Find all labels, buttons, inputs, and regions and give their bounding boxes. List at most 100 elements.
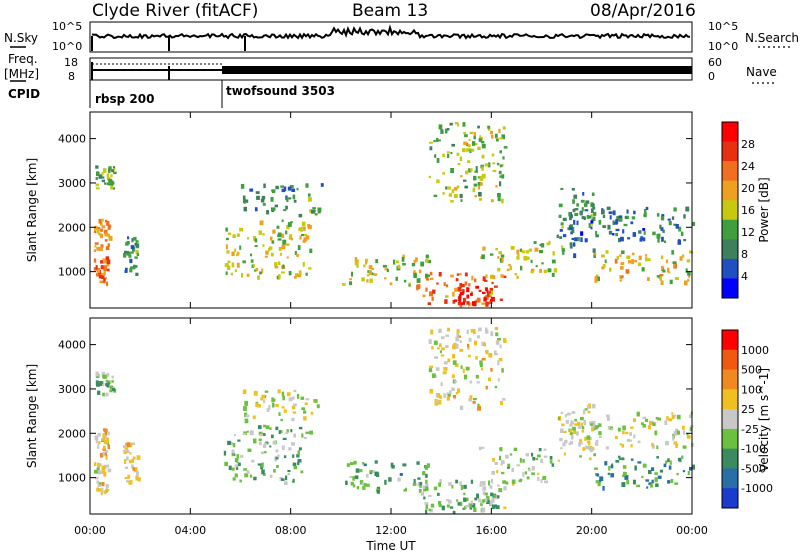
scatter-cell-10 xyxy=(571,188,575,191)
scatter-cell-10 xyxy=(591,192,595,196)
scatter-cell-8 xyxy=(485,287,488,291)
scatter-cell-11 xyxy=(661,265,664,271)
scatter-cell-4 xyxy=(224,263,229,267)
scatter-cell-11 xyxy=(689,467,692,471)
scatter-cell-13 xyxy=(460,175,463,178)
scatter-cell-11 xyxy=(676,472,679,476)
scatter-cell-7 xyxy=(474,278,477,283)
scatter-cell-11 xyxy=(616,255,619,260)
scatter-cell-2 xyxy=(109,385,113,390)
scatter-cell-4 xyxy=(303,226,306,231)
scatter-cell-4 xyxy=(279,252,282,256)
scatter-cell-10 xyxy=(591,208,594,214)
scatter-cell-5 xyxy=(309,209,312,213)
scatter-cell-9 xyxy=(528,248,532,252)
scatter-cell-9 xyxy=(500,471,505,475)
scatter-cell-7 xyxy=(483,279,488,282)
scatter-cell-3 xyxy=(133,467,138,473)
scatter-cell-6 xyxy=(349,281,353,286)
scatter-cell-6 xyxy=(363,463,367,467)
scatter-cell-6 xyxy=(390,462,394,468)
scatter-cell-10 xyxy=(584,408,588,411)
scatter-cell-11 xyxy=(682,470,686,473)
scatter-cell-6 xyxy=(413,273,417,278)
scatter-cell-11 xyxy=(691,464,695,470)
scatter-cell-4 xyxy=(281,271,285,274)
scatter-cell-12 xyxy=(677,240,681,245)
scatter-cell-5 xyxy=(296,393,300,399)
scatter-cell-7 xyxy=(450,274,454,278)
scatter-cell-11 xyxy=(681,254,685,258)
scatter-cell-4 xyxy=(288,447,292,451)
scatter-cell-8 xyxy=(494,285,498,288)
scatter-cell-4 xyxy=(293,433,296,438)
colorbar-swatch xyxy=(722,389,738,410)
scatter-cell-13 xyxy=(480,367,484,371)
scatter-cell-0 xyxy=(102,470,106,474)
scatter-cell-3 xyxy=(125,250,129,253)
scatter-cell-0 xyxy=(106,464,110,468)
scatter-cell-9 xyxy=(480,446,485,449)
scatter-cell-13 xyxy=(502,126,506,130)
scatter-cell-12 xyxy=(691,221,696,226)
scatter-cell-4 xyxy=(292,478,295,483)
scatter-cell-4 xyxy=(236,233,240,237)
scatter-cell-12 xyxy=(688,414,693,419)
scatter-cell-13 xyxy=(472,398,477,401)
scatter-cell-12 xyxy=(673,223,677,226)
scatter-cell-13 xyxy=(478,191,482,197)
scatter-cell-11 xyxy=(607,472,610,476)
scatter-cell-3 xyxy=(131,458,135,463)
scatter-cell-13 xyxy=(440,130,444,134)
scatter-cell-12 xyxy=(680,231,684,236)
scatter-cell-9 xyxy=(511,479,516,484)
scatter-cell-7 xyxy=(451,485,454,489)
scatter-cell-2 xyxy=(108,166,112,171)
scatter-cell-12 xyxy=(571,421,574,425)
scatter-cell-6 xyxy=(359,480,364,485)
scatter-cell-13 xyxy=(499,164,503,168)
scatter-cell-9 xyxy=(540,458,543,464)
scatter-cell-6 xyxy=(425,258,429,263)
scatter-cell-13 xyxy=(447,153,450,158)
scatter-cell-4 xyxy=(269,427,272,430)
scatter-cell-4 xyxy=(263,444,267,448)
scatter-cell-7 xyxy=(489,287,494,291)
scatter-cell-3 xyxy=(129,452,132,455)
scatter-cell-3 xyxy=(137,477,141,482)
scatter-cell-0 xyxy=(101,487,104,493)
scatter-cell-9 xyxy=(535,265,538,268)
scatter-cell-7 xyxy=(431,296,434,301)
scatter-cell-4 xyxy=(236,262,240,268)
colorbar-swatch xyxy=(722,258,738,279)
scatter-cell-5 xyxy=(244,400,249,406)
scatter-cell-5 xyxy=(277,389,281,394)
scatter-cell-11 xyxy=(621,457,625,461)
scatter-cell-9 xyxy=(494,462,498,465)
scatter-cell-11 xyxy=(594,276,597,280)
scatter-cell-11 xyxy=(660,280,664,286)
scatter-cell-3 xyxy=(135,265,138,268)
scatter-cell-11 xyxy=(659,469,664,473)
scatter-cell-6 xyxy=(356,265,359,268)
scatter-cell-7 xyxy=(425,504,429,510)
scatter-cell-11 xyxy=(687,471,690,475)
scatter-cell-4 xyxy=(287,472,290,476)
scatter-cell-5 xyxy=(291,417,295,422)
scatter-cell-4 xyxy=(286,429,289,433)
scatter-cell-11 xyxy=(662,269,666,273)
scatter-cell-3 xyxy=(124,477,129,480)
scatter-cell-13 xyxy=(459,156,463,162)
colorbar-swatch xyxy=(722,369,738,390)
scatter-cell-13 xyxy=(498,358,503,362)
scatter-cell-0 xyxy=(96,467,100,473)
scatter-cell-9 xyxy=(519,458,522,463)
scatter-cell-10 xyxy=(590,223,593,226)
scatter-cell-0 xyxy=(94,469,98,474)
scatter-cell-13 xyxy=(483,342,487,347)
scatter-cell-11 xyxy=(632,479,636,485)
scatter-cell-4 xyxy=(225,271,228,276)
scatter-cell-10 xyxy=(572,208,576,213)
scatter-cell-12 xyxy=(607,417,610,421)
scatter-cell-13 xyxy=(469,168,473,172)
